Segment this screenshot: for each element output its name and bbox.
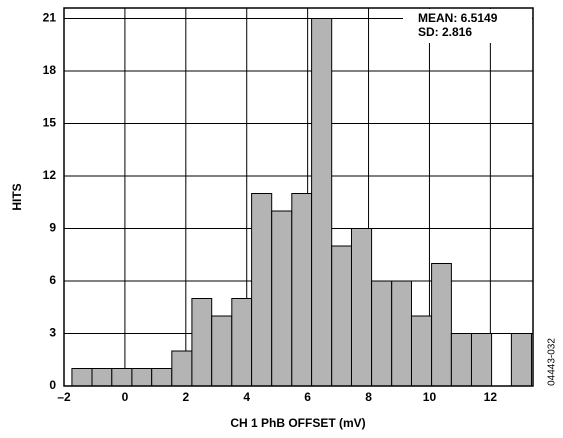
bar [151,368,173,387]
annotation-box [403,9,532,43]
bar [231,298,253,387]
bar [450,333,472,387]
bar [71,368,93,387]
y-tick-label: 18 [43,63,57,77]
bar [211,315,233,387]
y-tick-label: 21 [43,11,57,25]
bar [251,193,273,387]
bar [371,280,393,387]
bar [410,315,433,387]
y-tick-label: 9 [49,221,56,235]
figure-id: 04443-032 [547,338,558,386]
bar [291,193,313,387]
bar [331,245,352,387]
x-tick-label: 10 [423,390,437,404]
y-tick-label: 6 [49,273,56,287]
bar [470,333,493,387]
annotation: MEAN: 6.5149 [418,11,498,25]
x-axis-label: CH 1 PhB OFFSET (mV) [230,416,365,430]
bar [171,350,193,387]
bar [350,228,373,387]
y-axis-label: HITS [10,183,24,210]
x-tick-label: 6 [304,390,311,404]
bar [131,368,153,387]
x-tick-label: 4 [243,390,250,404]
y-tick-label: 15 [43,116,57,130]
bar [311,18,333,387]
bar [111,368,133,387]
annotation: SD: 2.816 [418,25,472,39]
plot-frame [63,7,534,387]
x-tick-label: 2 [182,390,189,404]
y-tick-label: 0 [49,378,56,392]
x-tick-label: –2 [57,390,71,404]
bar [431,263,452,387]
x-tick-label: 8 [365,390,372,404]
bar [191,298,213,387]
y-tick-label: 12 [43,168,57,182]
bar [510,333,532,387]
bar [91,368,113,387]
y-tick-label: 3 [49,326,56,340]
bar [391,280,412,387]
bar [271,210,293,387]
x-tick-label: 12 [484,390,498,404]
x-tick-label: 0 [122,390,129,404]
